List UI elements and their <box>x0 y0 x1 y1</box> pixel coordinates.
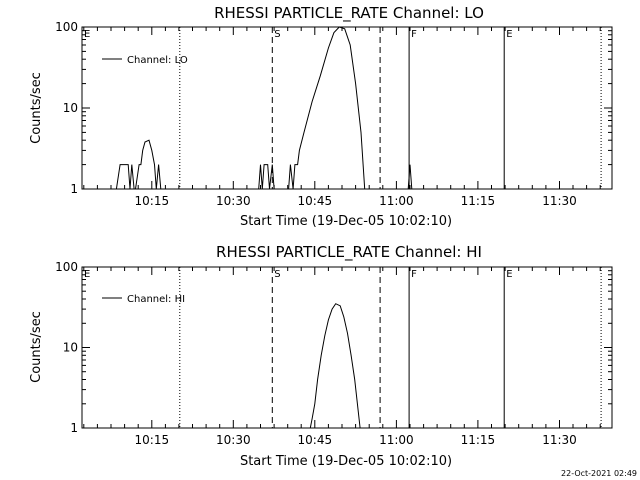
hi-event-marker-label: E <box>506 269 512 280</box>
lo-event-marker-label: E <box>84 29 90 40</box>
hi-y-tick-label: 100 <box>55 260 78 274</box>
hi-y-tick-label: 10 <box>63 341 78 355</box>
lo-y-tick-label: 10 <box>63 101 78 115</box>
hi-y-tick-label: 1 <box>70 421 78 435</box>
lo-x-axis-label: Start Time (19-Dec-05 10:02:10) <box>240 214 452 229</box>
lo-y-tick-label: 100 <box>55 20 78 34</box>
hi-event-marker-label: E <box>84 269 90 280</box>
lo-x-tick-label: 11:00 <box>379 194 414 208</box>
hi-channel-panel: RHESSI PARTICLE_RATE Channel: HI Start T… <box>29 243 613 469</box>
hi-y-axis-label: Counts/sec <box>29 311 44 383</box>
hi-x-tick-label: 11:00 <box>379 433 414 447</box>
lo-event-marker-label: F <box>411 29 417 40</box>
lo-y-tick-label: 1 <box>70 182 78 196</box>
hi-x-tick-label: 10:45 <box>298 433 333 447</box>
lo-chart-title: RHESSI PARTICLE_RATE Channel: LO <box>214 4 484 23</box>
lo-y-axis-label: Counts/sec <box>29 72 44 144</box>
lo-x-tick-label: 10:45 <box>298 194 333 208</box>
lo-x-tick-label: 11:30 <box>542 194 577 208</box>
lo-event-marker-label: E <box>506 29 512 40</box>
hi-event-marker-label: F <box>411 269 417 280</box>
hi-series-line <box>309 303 361 429</box>
hi-legend-label: Channel: HI <box>127 294 185 305</box>
lo-legend-label: Channel: LO <box>127 55 188 66</box>
hi-x-tick-label: 11:15 <box>461 433 496 447</box>
lo-event-marker-label: S <box>274 29 280 40</box>
lo-channel-panel: RHESSI PARTICLE_RATE Channel: LO Start T… <box>29 4 613 229</box>
hi-x-tick-label: 11:30 <box>542 433 577 447</box>
hi-event-marker-label: S <box>274 269 280 280</box>
hi-x-axis-label: Start Time (19-Dec-05 10:02:10) <box>240 454 452 469</box>
lo-x-tick-label: 11:15 <box>461 194 496 208</box>
hi-x-tick-label: 10:30 <box>216 433 251 447</box>
lo-x-tick-label: 10:30 <box>216 194 251 208</box>
generation-timestamp: 22-Oct-2021 02:49 <box>561 469 637 478</box>
hi-chart-title: RHESSI PARTICLE_RATE Channel: HI <box>216 243 482 262</box>
lo-x-tick-label: 10:15 <box>135 194 170 208</box>
hi-x-tick-label: 10:15 <box>135 433 170 447</box>
